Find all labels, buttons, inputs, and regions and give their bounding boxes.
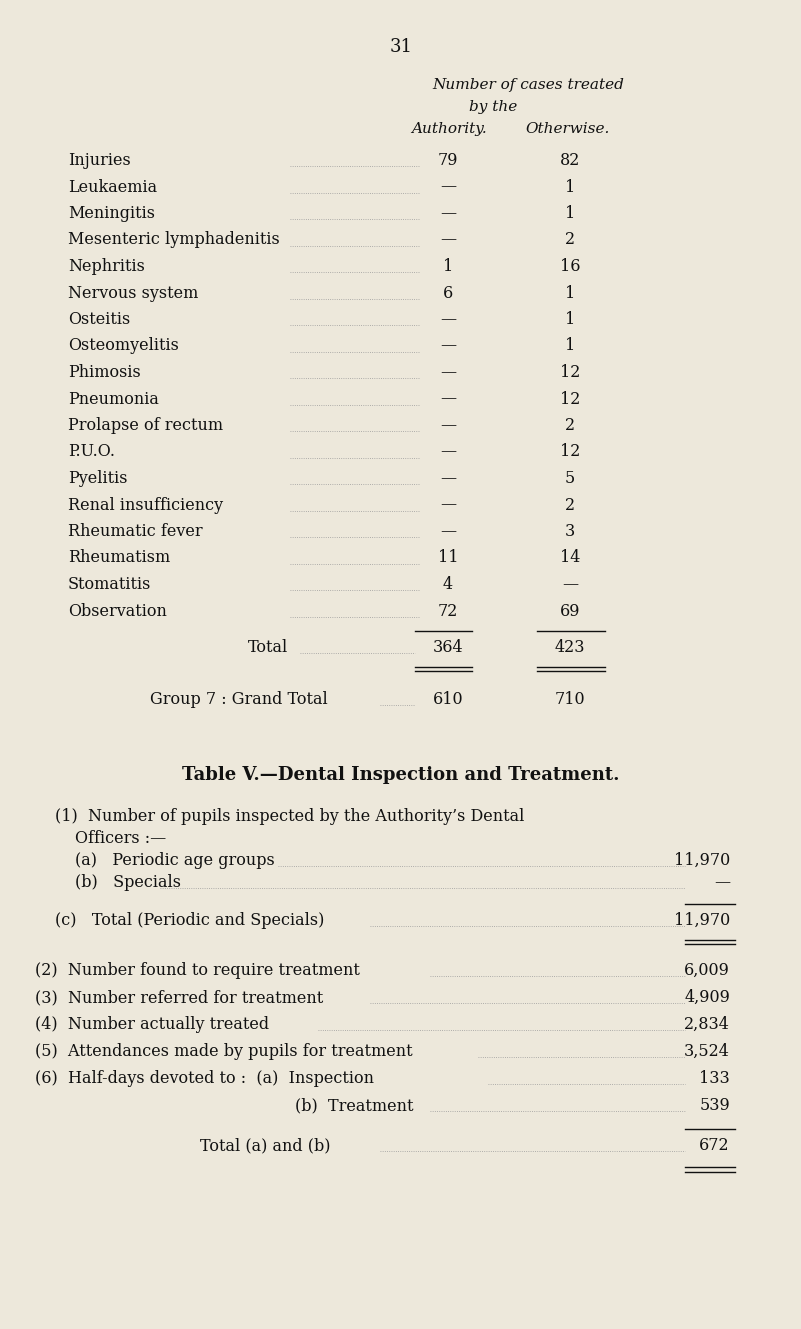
Text: Rheumatism: Rheumatism [68,549,171,566]
Text: 2: 2 [565,231,575,249]
Text: 12: 12 [560,444,580,461]
Text: (4)  Number actually treated: (4) Number actually treated [35,1015,269,1033]
Text: —: — [440,470,456,486]
Text: —: — [440,417,456,435]
Text: 12: 12 [560,364,580,381]
Text: Pneumonia: Pneumonia [68,391,159,408]
Text: Injuries: Injuries [68,152,131,169]
Text: (c)   Total (Periodic and Specials): (c) Total (Periodic and Specials) [55,912,324,929]
Text: (1)  Number of pupils inspected by the Authority’s Dental: (1) Number of pupils inspected by the Au… [55,808,525,825]
Text: Nephritis: Nephritis [68,258,145,275]
Text: —: — [440,364,456,381]
Text: 72: 72 [438,602,458,619]
Text: 1: 1 [565,284,575,302]
Text: by the: by the [469,100,517,114]
Text: 3,524: 3,524 [684,1043,730,1061]
Text: 2: 2 [565,497,575,513]
Text: 82: 82 [560,152,580,169]
Text: Osteomyelitis: Osteomyelitis [68,338,179,355]
Text: 1: 1 [443,258,453,275]
Text: 14: 14 [560,549,580,566]
Text: Observation: Observation [68,602,167,619]
Text: (6)  Half-days devoted to :  (a)  Inspection: (6) Half-days devoted to : (a) Inspectio… [35,1070,374,1087]
Text: Number of cases treated: Number of cases treated [432,78,624,92]
Text: 11: 11 [438,549,458,566]
Text: (3)  Number referred for treatment: (3) Number referred for treatment [35,989,324,1006]
Text: 672: 672 [699,1138,730,1154]
Text: Officers :—: Officers :— [75,831,167,847]
Text: —: — [440,231,456,249]
Text: (a)   Periodic age groups: (a) Periodic age groups [75,852,275,869]
Text: 6,009: 6,009 [684,962,730,979]
Text: —: — [440,338,456,355]
Text: Leukaemia: Leukaemia [68,178,157,195]
Text: 16: 16 [560,258,580,275]
Text: Prolapse of rectum: Prolapse of rectum [68,417,223,435]
Text: —: — [440,391,456,408]
Text: 610: 610 [433,691,463,708]
Text: (b)  Treatment: (b) Treatment [295,1096,413,1114]
Text: 5: 5 [565,470,575,486]
Text: 12: 12 [560,391,580,408]
Text: Meningitis: Meningitis [68,205,155,222]
Text: —: — [440,444,456,461]
Text: 423: 423 [555,639,586,657]
Text: P.U.O.: P.U.O. [68,444,115,461]
Text: Total: Total [248,639,288,657]
Text: 3: 3 [565,524,575,540]
Text: 1: 1 [565,178,575,195]
Text: 31: 31 [389,39,413,56]
Text: 4: 4 [443,575,453,593]
Text: Nervous system: Nervous system [68,284,199,302]
Text: Phimosis: Phimosis [68,364,141,381]
Text: Rheumatic fever: Rheumatic fever [68,524,203,540]
Text: Renal insufficiency: Renal insufficiency [68,497,223,513]
Text: Mesenteric lymphadenitis: Mesenteric lymphadenitis [68,231,280,249]
Text: 539: 539 [699,1096,730,1114]
Text: 2,834: 2,834 [684,1015,730,1033]
Text: Table V.—Dental Inspection and Treatment.: Table V.—Dental Inspection and Treatment… [183,766,620,784]
Text: —: — [714,874,730,890]
Text: 710: 710 [554,691,586,708]
Text: 364: 364 [433,639,463,657]
Text: 69: 69 [560,602,580,619]
Text: Stomatitis: Stomatitis [68,575,151,593]
Text: Authority.: Authority. [411,122,487,136]
Text: —: — [440,178,456,195]
Text: (5)  Attendances made by pupils for treatment: (5) Attendances made by pupils for treat… [35,1043,413,1061]
Text: Osteitis: Osteitis [68,311,131,328]
Text: 133: 133 [699,1070,730,1087]
Text: 11,970: 11,970 [674,852,730,869]
Text: 79: 79 [438,152,458,169]
Text: —: — [440,205,456,222]
Text: —: — [440,497,456,513]
Text: 6: 6 [443,284,453,302]
Text: (2)  Number found to require treatment: (2) Number found to require treatment [35,962,360,979]
Text: 2: 2 [565,417,575,435]
Text: 1: 1 [565,205,575,222]
Text: 11,970: 11,970 [674,912,730,929]
Text: —: — [562,575,578,593]
Text: Otherwise.: Otherwise. [525,122,610,136]
Text: 4,909: 4,909 [684,989,730,1006]
Text: Total (a) and (b): Total (a) and (b) [200,1138,331,1154]
Text: Group 7 : Grand Total: Group 7 : Grand Total [150,691,328,708]
Text: Pyelitis: Pyelitis [68,470,127,486]
Text: (b)   Specials: (b) Specials [75,874,181,890]
Text: —: — [440,524,456,540]
Text: 1: 1 [565,338,575,355]
Text: —: — [440,311,456,328]
Text: 1: 1 [565,311,575,328]
